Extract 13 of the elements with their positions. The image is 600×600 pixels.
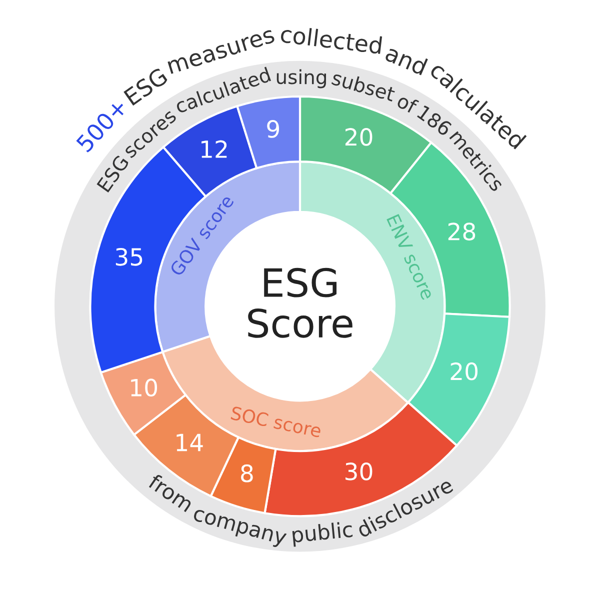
- data-label: ENV score: [386, 214, 435, 300]
- data-label: 20: [345, 128, 372, 146]
- data-label: 10: [131, 378, 158, 397]
- data-label: 35: [116, 248, 142, 266]
- data-label: 12: [202, 140, 227, 158]
- data-label: SOC score: [230, 406, 322, 438]
- text: ESG Score: [248, 268, 352, 338]
- data-label: 8: [241, 464, 253, 482]
- data-label: 20: [450, 362, 478, 380]
- data-label: 28: [448, 222, 476, 240]
- data-label: 30: [346, 462, 372, 480]
- data-label: 14: [176, 434, 203, 452]
- data-label: 9: [267, 120, 280, 138]
